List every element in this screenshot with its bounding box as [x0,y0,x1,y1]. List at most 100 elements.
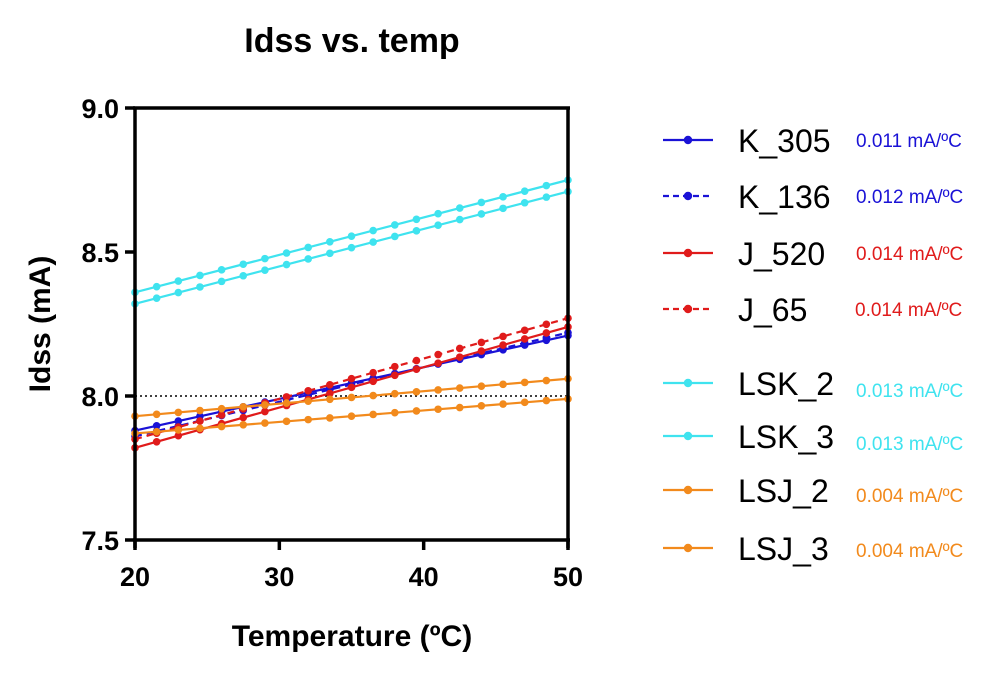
data-point-lsk_3 [391,232,399,241]
x-axis-label: Temperature (ºC) [232,620,472,653]
data-point-lsk_3 [326,249,334,258]
data-point-j_520 [542,329,551,337]
legend-label: LSJ_3 [738,531,829,567]
data-point-lsk_3 [196,283,204,291]
legend-swatch-point [683,485,693,495]
legend-swatch-point [683,248,693,258]
data-point-lsk_3 [477,210,486,218]
data-point-lsj_3 [477,401,486,410]
data-point-lsk_2 [412,215,421,224]
data-point-j_520 [520,335,529,343]
plot-area: 7.5 8.0 8.5 9.0 20 30 40 50 [81,94,583,592]
chart-title: Idss vs. temp [244,22,459,60]
data-point-j_65 [542,320,551,329]
data-point-lsk_2 [520,187,529,196]
data-point-lsj_2 [174,408,183,417]
data-point-j_65 [434,350,442,359]
data-point-lsk_3 [282,260,291,269]
data-point-j_520 [174,431,183,440]
data-point-lsj_2 [391,389,399,398]
data-point-lsk_3 [499,204,507,213]
data-point-j_520 [239,413,248,422]
data-point-lsk_2 [217,266,226,274]
data-point-k_305 [152,422,161,430]
legend-label: K_136 [738,179,831,215]
data-point-lsj_3 [434,405,442,414]
data-point-lsj_3 [542,396,551,405]
data-point-lsj_3 [196,424,204,433]
legend-swatch-point [683,135,693,145]
y-tick-label: 7.5 [81,526,119,556]
data-point-lsk_3 [347,243,356,252]
data-point-lsk_2 [304,243,313,252]
data-point-lsj_2 [282,399,291,407]
slope-label: 0.013 mA/ºC [856,381,963,402]
legend-swatch-point [683,191,693,201]
data-point-j_65 [326,380,334,389]
data-point-j_520 [326,389,334,398]
legend: K_305 0.011 mA/ºC K_136 0.012 mA/ºC J_520 0.0… [663,123,963,567]
data-point-j_520 [152,437,161,446]
legend-label: J_65 [738,292,807,328]
data-point-lsj_2 [326,395,334,404]
series-line-j_65 [134,317,569,441]
data-point-lsj_3 [347,412,356,420]
data-point-lsk_2 [542,181,551,190]
data-point-j_520 [455,353,464,361]
data-point-lsj_3 [304,415,313,424]
data-point-lsk_2 [499,193,507,201]
data-point-j_520 [391,371,399,380]
legend-label: K_305 [738,123,831,159]
data-point-lsj_2 [455,384,464,392]
data-point-lsk_2 [282,249,291,257]
data-point-j_65 [455,344,464,353]
data-point-lsk_3 [239,271,248,280]
data-point-lsj_2 [542,376,551,385]
data-point-lsk_3 [412,227,421,235]
data-point-j_65 [391,362,399,371]
slope-label: 0.014 mA/ºC [856,244,963,265]
data-point-lsj_3 [174,426,183,434]
data-point-lsj_3 [152,427,161,436]
x-tick-label: 40 [409,562,439,592]
data-point-j_65 [477,338,486,347]
data-point-lsk_3 [369,238,377,246]
data-point-lsj_3 [520,398,529,407]
data-point-lsk_2 [239,260,248,269]
data-point-lsj_2 [196,406,204,415]
data-point-lsk_2 [347,232,356,240]
data-point-j_520 [434,359,442,367]
data-point-j_520 [499,341,507,349]
legend-label: LSK_3 [738,419,834,455]
data-point-lsk_3 [174,288,183,297]
data-point-lsj_2 [520,378,529,387]
data-point-lsj_3 [369,410,377,419]
data-point-lsk_2 [391,221,399,229]
data-point-lsj_2 [369,391,377,400]
legend-label: LSJ_2 [738,473,829,509]
legend-label: LSK_2 [738,366,834,402]
data-point-j_65 [369,368,377,377]
data-point-lsk_3 [217,277,226,286]
data-point-j_520 [369,377,377,386]
data-point-lsj_2 [239,403,248,411]
data-point-lsk_2 [174,277,183,285]
data-point-lsj_2 [261,401,269,409]
x-tick-label: 50 [553,562,583,592]
y-tick-label: 8.5 [81,238,119,268]
data-point-j_520 [261,407,269,416]
data-point-lsj_3 [326,414,334,422]
data-point-lsj_3 [217,422,226,431]
data-point-lsk_3 [152,294,161,303]
data-point-lsj_2 [304,397,313,405]
x-tick-label: 20 [120,562,150,592]
slope-label: 0.004 mA/ºC [856,486,963,507]
data-point-j_65 [412,356,421,365]
legend-swatch-point [683,378,693,388]
data-point-lsj_2 [477,382,486,391]
data-point-lsk_2 [477,198,486,207]
legend-swatch-point [683,304,693,314]
data-point-j_65 [217,411,226,419]
data-point-lsj_2 [499,380,507,389]
